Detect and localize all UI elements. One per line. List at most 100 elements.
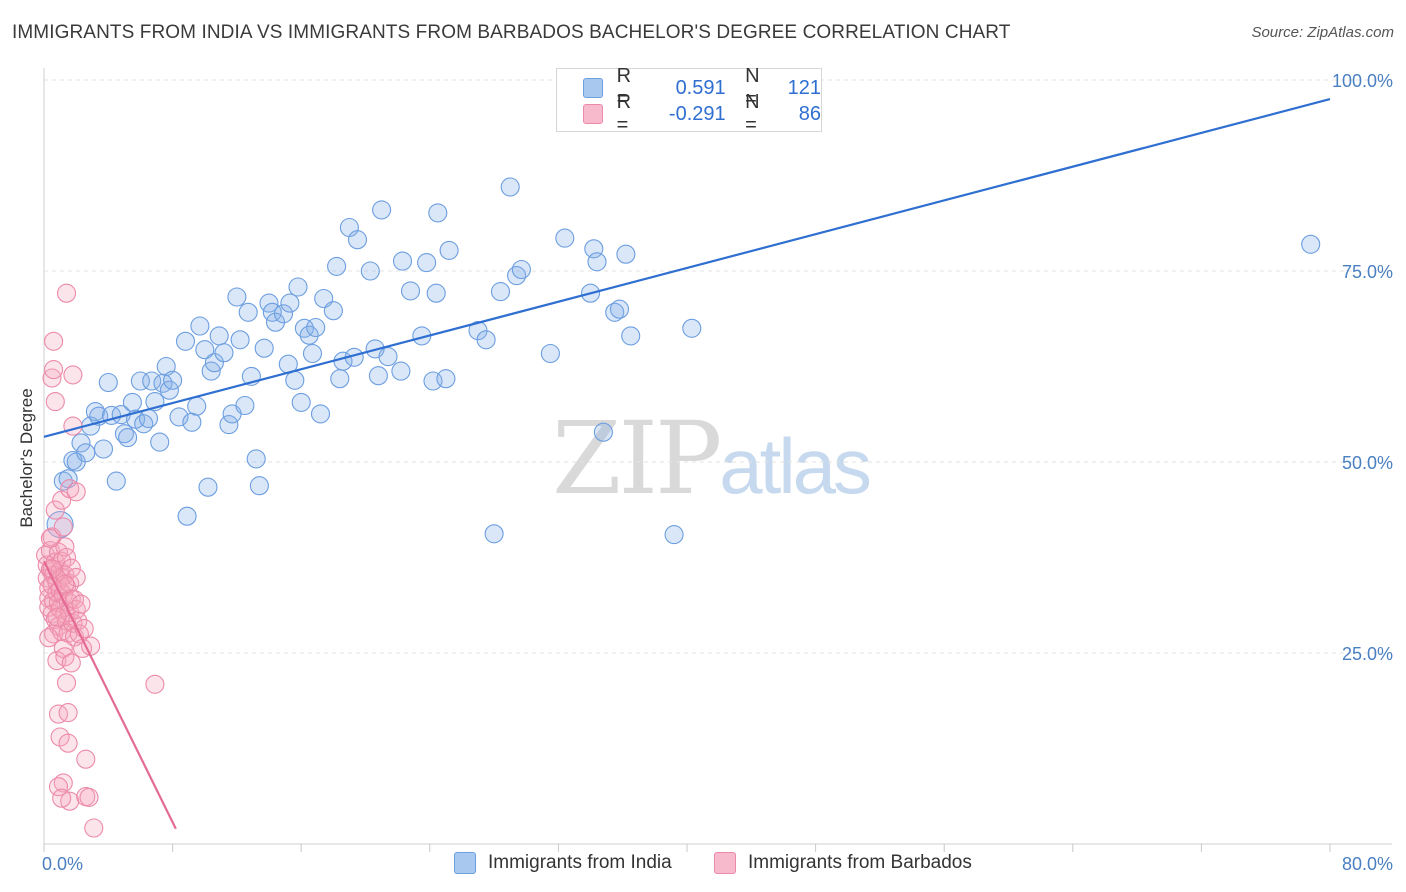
india-point <box>280 293 300 313</box>
barbados-point <box>44 360 64 380</box>
watermark-zip: ZIP <box>552 400 722 517</box>
x-tick-label: 80.0% <box>1342 854 1393 874</box>
india-point <box>490 282 511 302</box>
bottom-legend-barbados: Immigrants from Barbados <box>714 852 972 874</box>
axes <box>43 68 1392 852</box>
trend-lines <box>43 98 1331 830</box>
india-point <box>310 404 331 424</box>
india-point <box>327 256 347 276</box>
barbados-trend-line <box>43 560 177 830</box>
india-point <box>150 432 170 452</box>
legend-row-india: R = 0.591 N = 121 <box>583 65 822 110</box>
barbados-point <box>56 283 77 303</box>
barbados-point <box>81 636 101 656</box>
barbados-point <box>61 653 81 673</box>
tick-labels: 25.0% 50.0% 75.0% 100.0% 0.0% 80.0% <box>42 71 1393 874</box>
india-trend-line <box>43 98 1331 438</box>
india-point <box>1301 234 1321 254</box>
barbados-points <box>36 283 165 838</box>
y-tick-label: 100.0% <box>1332 71 1393 91</box>
chart-source: Source: ZipAtlas.com <box>1251 24 1394 41</box>
barbados-point <box>76 749 96 769</box>
india-point <box>439 240 459 260</box>
barbados-point <box>52 788 72 808</box>
india-point <box>616 244 636 264</box>
india-point <box>476 330 496 350</box>
india-point <box>484 524 504 544</box>
watermark-atlas: atlas <box>719 422 872 510</box>
india-point <box>391 361 411 381</box>
india-point <box>299 325 319 345</box>
india-point <box>306 317 326 338</box>
barbados-point <box>44 331 64 351</box>
india-point <box>93 439 114 459</box>
india-point <box>169 407 189 427</box>
legend-r-value-barbados: -0.291 <box>668 102 726 125</box>
india-point <box>609 299 630 319</box>
india-point <box>436 369 456 389</box>
india-point <box>53 471 73 491</box>
watermark: ZIPatlas <box>552 400 872 517</box>
india-point <box>511 259 531 280</box>
india-point <box>198 477 218 497</box>
barbados-point <box>53 517 73 537</box>
stats-legend: R = 0.591 N = 121 R = -0.291 N = 86 <box>556 65 822 136</box>
bottom-swatch-barbados <box>714 852 736 874</box>
barbados-point <box>63 365 83 385</box>
india-point <box>182 412 202 432</box>
legend-n-value-india: 121 <box>787 76 822 99</box>
barbados-point <box>45 500 65 520</box>
india-point <box>76 443 96 463</box>
barbados-point <box>84 818 104 838</box>
barbados-point <box>56 547 77 568</box>
barbados-point <box>47 607 67 627</box>
india-point <box>378 347 398 367</box>
india-point <box>330 369 350 389</box>
y-tick-label: 50.0% <box>1342 453 1393 473</box>
india-point <box>238 302 258 322</box>
india-point <box>360 261 380 281</box>
india-point <box>347 230 368 250</box>
legend-swatch-barbados <box>583 104 603 124</box>
barbados-point <box>79 787 99 807</box>
legend-r-label: R = <box>616 65 632 110</box>
barbados-point <box>71 594 91 614</box>
india-point <box>142 371 162 391</box>
legend-row-barbados: R = -0.291 N = 86 <box>583 91 821 136</box>
barbados-point <box>63 416 83 436</box>
barbados-point <box>66 482 86 502</box>
india-point <box>392 251 413 271</box>
barbados-point <box>48 704 69 724</box>
barbados-point <box>58 703 78 723</box>
india-point <box>204 353 224 373</box>
india-point <box>219 415 239 435</box>
india-point <box>214 343 234 363</box>
india-point <box>246 449 266 469</box>
india-point <box>593 422 613 442</box>
india-point <box>230 330 250 350</box>
india-point <box>621 326 641 346</box>
chart-title: IMMIGRANTS FROM INDIA VS IMMIGRANTS FROM… <box>12 22 1011 43</box>
india-point <box>500 177 520 197</box>
india-point <box>288 277 308 297</box>
india-point <box>291 392 311 412</box>
india-point <box>227 287 247 307</box>
barbados-point <box>56 673 77 693</box>
barbados-point <box>45 392 65 412</box>
india-point <box>273 304 294 324</box>
grid-lines <box>44 79 1392 654</box>
india-point <box>175 331 196 351</box>
india-point <box>540 343 560 364</box>
india-point <box>285 370 305 390</box>
india-point <box>368 366 388 386</box>
y-tick-label: 25.0% <box>1342 644 1393 664</box>
india-point <box>163 370 183 390</box>
legend-n-label: N = <box>745 91 760 136</box>
india-points <box>46 177 1321 545</box>
india-point <box>249 476 269 496</box>
india-point <box>106 471 126 491</box>
bottom-swatch-india <box>454 852 476 874</box>
india-point <box>428 203 448 223</box>
barbados-point <box>48 777 69 797</box>
barbados-point <box>66 567 86 587</box>
